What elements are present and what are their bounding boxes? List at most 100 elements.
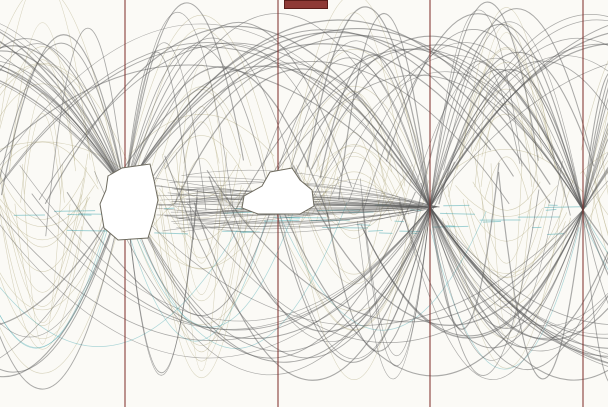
gray-arc (124, 44, 342, 191)
gray-ribbon (189, 206, 421, 234)
gray-arc (0, 40, 126, 191)
gray-arc (208, 176, 431, 333)
olive-arc (461, 7, 552, 159)
gray-ribbon (181, 169, 425, 208)
top-marker[interactable] (284, 0, 328, 9)
teal-streak (440, 212, 475, 215)
gray-arc (283, 40, 431, 208)
gray-arc (348, 42, 584, 211)
gray-arc (429, 206, 608, 359)
teal-arc (582, 211, 608, 255)
gray-arc (0, 31, 126, 191)
gray-arc (429, 43, 608, 208)
olive-arc (579, 151, 608, 174)
olive-arc (437, 174, 576, 278)
olive-arc (121, 193, 282, 325)
teal-arc (124, 220, 267, 342)
olive-arc (594, 177, 608, 237)
gray-arc (582, 87, 608, 211)
gray-arc (429, 206, 608, 363)
gray-arc (429, 60, 608, 208)
gray-arc (326, 206, 431, 352)
gray-arc (0, 41, 126, 191)
olive-arc (300, 171, 408, 223)
olive-arc (490, 163, 523, 329)
teal-arc (0, 208, 114, 348)
teal-streak (545, 208, 557, 211)
olive-arc (277, 220, 431, 312)
gray-arc (193, 202, 431, 381)
gray-arc (429, 206, 608, 357)
gray-arc (124, 42, 207, 211)
gray-arc-group (0, 1, 608, 390)
olive-arc (298, 223, 410, 381)
gray-arc (429, 206, 608, 327)
gray-arc (582, 209, 608, 305)
olive-arc (0, 197, 89, 272)
teal-streak (544, 206, 587, 208)
gray-arc (124, 12, 235, 218)
olive-arc (462, 199, 551, 303)
gray-arc (0, 69, 126, 191)
olive-arc (128, 114, 275, 157)
olive-arc (580, 110, 608, 217)
gray-arc (226, 196, 431, 342)
gray-arc (582, 122, 608, 211)
gray-arc (19, 165, 431, 322)
teal-streak (164, 207, 175, 210)
gray-arc (0, 34, 126, 196)
gray-arc (0, 42, 126, 191)
gray-arc (124, 66, 330, 219)
olive-arc (158, 192, 245, 241)
gray-arc (0, 68, 126, 191)
olive-arc (0, 186, 121, 311)
olive-arc (299, 144, 409, 228)
olive-arc (24, 113, 61, 195)
gray-arc (66, 191, 431, 339)
gray-ribbon (185, 182, 437, 208)
gray-arc (0, 23, 126, 191)
teal-streak (222, 211, 255, 214)
gray-arc (124, 43, 492, 191)
gray-arc (410, 23, 584, 239)
gray-arc (124, 44, 271, 199)
gray-arc (187, 202, 584, 343)
gray-arc (133, 28, 584, 211)
gray-arc (331, 54, 584, 211)
gray-arc (0, 189, 126, 338)
gray-arc (0, 23, 431, 208)
gray-arc (164, 35, 584, 211)
gray-arc (124, 37, 302, 196)
gray-arc (124, 169, 284, 317)
gray-arc (45, 27, 126, 237)
olive-arc (320, 108, 388, 194)
teal-arc (124, 207, 296, 328)
gray-arc (398, 197, 584, 380)
gray-arc (497, 171, 584, 380)
olive-arc (580, 60, 608, 151)
gray-arc (0, 206, 431, 359)
olive-arc (480, 80, 533, 188)
gray-arc (429, 206, 608, 341)
gray-arc (38, 42, 431, 208)
gray-arc (0, 80, 126, 191)
olive-arc (140, 189, 263, 346)
gray-arc (0, 50, 126, 191)
gray-arc (415, 58, 584, 211)
gray-arc (582, 97, 608, 211)
gray-arc (429, 51, 595, 208)
olive-arc (474, 154, 539, 264)
gray-arc (429, 206, 608, 325)
gray-arc (124, 21, 353, 191)
gray-arc (268, 57, 431, 208)
olive-arc (279, 48, 429, 175)
gray-arc (0, 42, 431, 208)
olive-arc (14, 203, 71, 323)
olive-arc (2, 193, 83, 248)
olive-arc (161, 154, 242, 259)
gray-arc (385, 13, 584, 211)
gray-arc (443, 21, 584, 211)
gray-arc (429, 8, 591, 208)
olive-arc (0, 167, 87, 307)
